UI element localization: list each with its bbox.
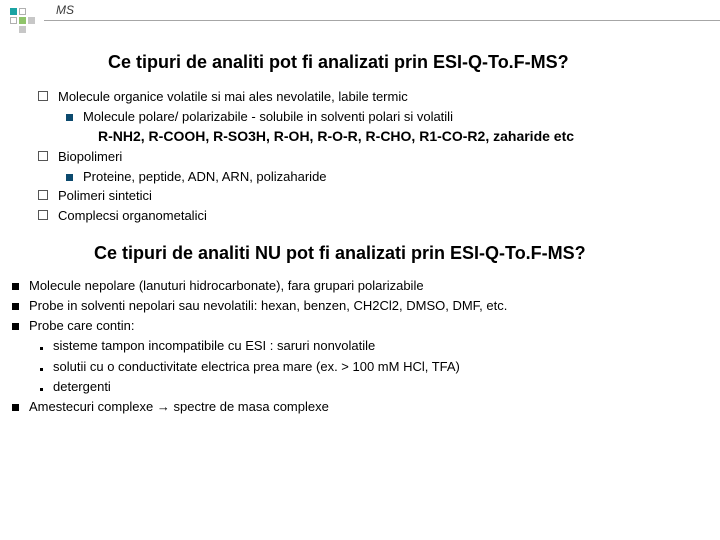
list-item: Amestecuri complexe → spectre de masa co… (29, 397, 329, 417)
list-item: Biopolimeri (58, 147, 122, 167)
list-subitem: solutii cu o conductivitate electrica pr… (53, 357, 460, 377)
bullet-square-icon (66, 174, 73, 181)
list-cannot: Molecule nepolare (lanuturi hidrocarbona… (12, 276, 720, 417)
bullet-dot-icon (40, 368, 43, 371)
title-cannot-analyze: Ce tipuri de analiti NU pot fi analizati… (94, 243, 720, 264)
header-label: MS (56, 3, 74, 17)
header-divider (44, 20, 720, 21)
title-can-analyze: Ce tipuri de analiti pot fi analizati pr… (108, 52, 720, 73)
logo (10, 8, 44, 42)
bullet-dot-icon (40, 388, 43, 391)
list-item: Polimeri sintetici (58, 186, 152, 206)
list-item: Probe in solventi nepolari sau nevolatil… (29, 296, 507, 316)
list-item: Probe care contin: (29, 316, 135, 336)
bullet-outline-icon (38, 151, 48, 161)
list-subitem: sisteme tampon incompatibile cu ESI : sa… (53, 336, 375, 356)
bullet-outline-icon (38, 91, 48, 101)
list-subitem: detergenti (53, 377, 111, 397)
bullet-filled-icon (12, 323, 19, 330)
list-emphasis: R-NH2, R-COOH, R-SO3H, R-OH, R-O-R, R-CH… (98, 126, 720, 147)
list-subitem: Molecule polare/ polarizabile - solubile… (83, 107, 453, 127)
list-item: Molecule organice volatile si mai ales n… (58, 87, 408, 107)
bullet-filled-icon (12, 283, 19, 290)
list-can: Molecule organice volatile si mai ales n… (38, 87, 720, 225)
list-item: Complecsi organometalici (58, 206, 207, 226)
bullet-dot-icon (40, 347, 43, 350)
slide-header: MS (0, 0, 720, 24)
bullet-filled-icon (12, 303, 19, 310)
bullet-square-icon (66, 114, 73, 121)
bullet-filled-icon (12, 404, 19, 411)
list-item: Molecule nepolare (lanuturi hidrocarbona… (29, 276, 424, 296)
bullet-outline-icon (38, 210, 48, 220)
bullet-outline-icon (38, 190, 48, 200)
list-subitem: Proteine, peptide, ADN, ARN, polizaharid… (83, 167, 327, 187)
